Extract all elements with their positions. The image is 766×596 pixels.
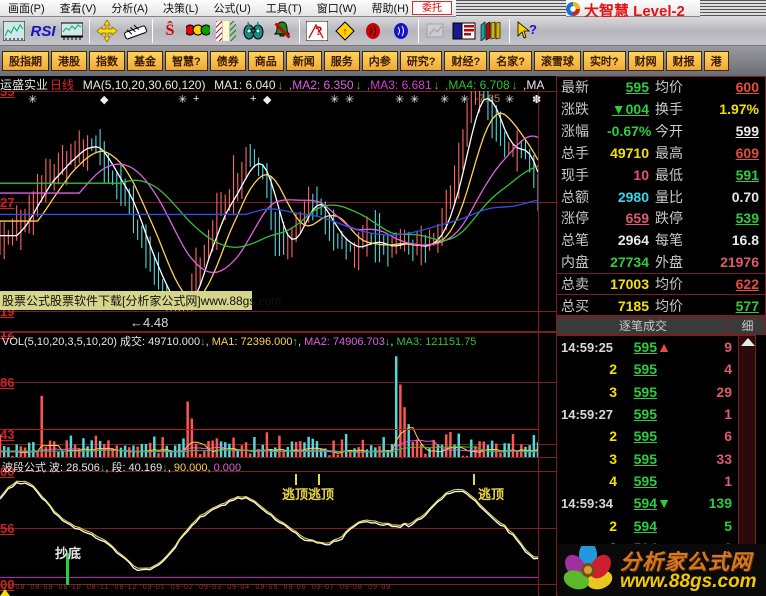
svg-text:?: ?	[315, 24, 322, 38]
svg-text:↑: ↑	[342, 26, 348, 38]
svg-text:?: ?	[529, 22, 537, 37]
